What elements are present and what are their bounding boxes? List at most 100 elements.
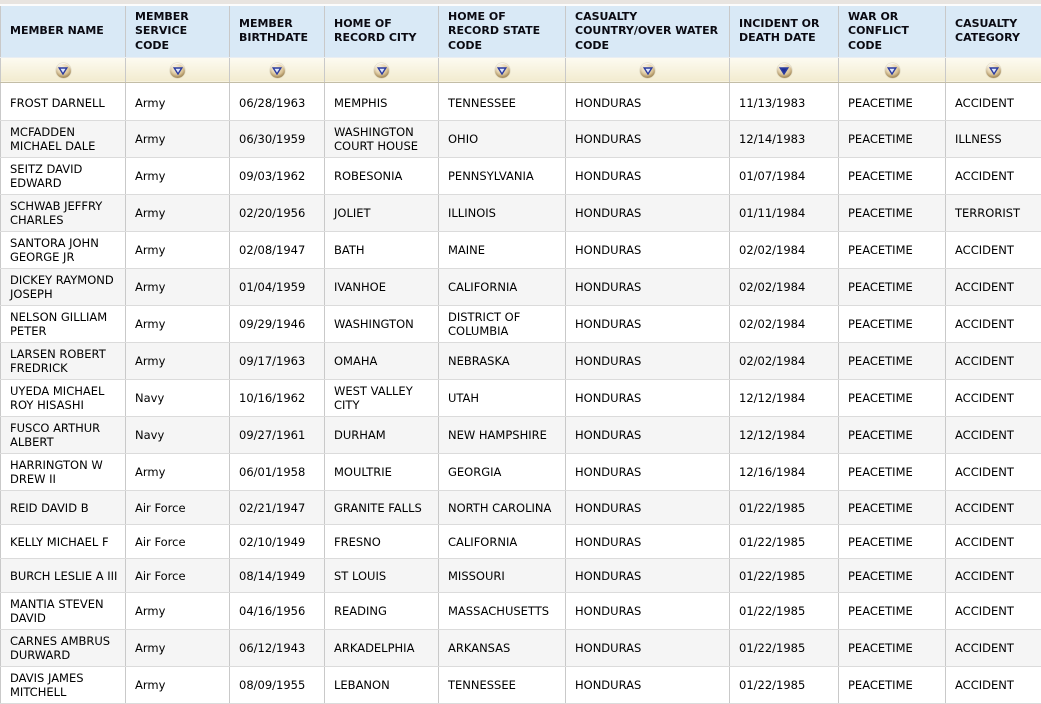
table-cell-home-of-record-city: MOULTRIE bbox=[325, 454, 439, 491]
table-cell-home-of-record-state-code: OHIO bbox=[439, 120, 566, 157]
table-cell-incident-or-death-date: 01/22/1985 bbox=[730, 525, 839, 559]
table-cell-casualty-country-over-water-code: HONDURAS bbox=[566, 630, 730, 667]
filter-cell bbox=[126, 57, 230, 82]
table-cell-home-of-record-state-code: NEW HAMPSHIRE bbox=[439, 417, 566, 454]
table-cell-member-name: BURCH LESLIE A III bbox=[1, 559, 126, 593]
table-cell-war-or-conflict-code: PEACETIME bbox=[839, 454, 946, 491]
filter-funnel-icon[interactable] bbox=[56, 63, 71, 78]
table-cell-member-service-code: Navy bbox=[126, 417, 230, 454]
filter-funnel-icon[interactable] bbox=[885, 63, 900, 78]
table-cell-home-of-record-city: ROBESONIA bbox=[325, 157, 439, 194]
table-cell-incident-or-death-date: 12/12/1984 bbox=[730, 380, 839, 417]
table-cell-casualty-category: ACCIDENT bbox=[946, 667, 1041, 704]
table-cell-casualty-category: ACCIDENT bbox=[946, 157, 1041, 194]
table-cell-incident-or-death-date: 01/22/1985 bbox=[730, 630, 839, 667]
column-header-label: MEMBER SERVICE CODE bbox=[135, 10, 189, 52]
table-cell-home-of-record-city: MEMPHIS bbox=[325, 86, 439, 120]
table-cell-member-birthdate: 01/04/1959 bbox=[230, 269, 325, 306]
filter-cell bbox=[730, 57, 839, 82]
table-cell-home-of-record-city: ARKADELPHIA bbox=[325, 630, 439, 667]
column-header-casualty-category[interactable]: CASUALTY CATEGORY bbox=[946, 6, 1041, 57]
table-cell-casualty-country-over-water-code: HONDURAS bbox=[566, 593, 730, 630]
table-cell-incident-or-death-date: 01/22/1985 bbox=[730, 491, 839, 525]
table-cell-home-of-record-city: DURHAM bbox=[325, 417, 439, 454]
table-cell-home-of-record-state-code: PENNSYLVANIA bbox=[439, 157, 566, 194]
table-cell-war-or-conflict-code: PEACETIME bbox=[839, 157, 946, 194]
table-cell-casualty-country-over-water-code: HONDURAS bbox=[566, 86, 730, 120]
table-cell-member-name: NELSON GILLIAM PETER bbox=[1, 306, 126, 343]
table-cell-member-service-code: Air Force bbox=[126, 559, 230, 593]
table-cell-casualty-country-over-water-code: HONDURAS bbox=[566, 559, 730, 593]
table-cell-home-of-record-city: ST LOUIS bbox=[325, 559, 439, 593]
table-cell-member-birthdate: 09/17/1963 bbox=[230, 343, 325, 380]
table-cell-incident-or-death-date: 01/07/1984 bbox=[730, 157, 839, 194]
table-cell-home-of-record-state-code: ILLINOIS bbox=[439, 194, 566, 231]
table-cell-casualty-country-over-water-code: HONDURAS bbox=[566, 157, 730, 194]
table-cell-casualty-category: ACCIDENT bbox=[946, 231, 1041, 268]
table-cell-member-name: REID DAVID B bbox=[1, 491, 126, 525]
table-cell-casualty-country-over-water-code: HONDURAS bbox=[566, 269, 730, 306]
column-header-casualty-country-over-water-code[interactable]: CASUALTY COUNTRY/OVER WATER CODE bbox=[566, 6, 730, 57]
column-header-home-of-record-state-code[interactable]: HOME OF RECORD STATE CODE bbox=[439, 6, 566, 57]
table-cell-member-name: SCHWAB JEFFRY CHARLES bbox=[1, 194, 126, 231]
table-cell-casualty-country-over-water-code: HONDURAS bbox=[566, 194, 730, 231]
table-cell-war-or-conflict-code: PEACETIME bbox=[839, 630, 946, 667]
table-cell-war-or-conflict-code: PEACETIME bbox=[839, 120, 946, 157]
table-cell-war-or-conflict-code: PEACETIME bbox=[839, 306, 946, 343]
table-cell-home-of-record-state-code: TENNESSEE bbox=[439, 667, 566, 704]
table-cell-casualty-country-over-water-code: HONDURAS bbox=[566, 231, 730, 268]
table-cell-member-service-code: Army bbox=[126, 157, 230, 194]
column-header-label: CASUALTY COUNTRY/OVER WATER CODE bbox=[575, 10, 718, 52]
table-cell-casualty-category: ACCIDENT bbox=[946, 269, 1041, 306]
table-cell-member-name: SANTORA JOHN GEORGE JR bbox=[1, 231, 126, 268]
table-cell-incident-or-death-date: 02/02/1984 bbox=[730, 269, 839, 306]
filter-funnel-icon-active[interactable] bbox=[777, 63, 792, 78]
filter-funnel-icon[interactable] bbox=[986, 63, 1001, 78]
table-cell-member-birthdate: 06/30/1959 bbox=[230, 120, 325, 157]
column-header-home-of-record-city[interactable]: HOME OF RECORD CITY bbox=[325, 6, 439, 57]
table-cell-casualty-country-over-water-code: HONDURAS bbox=[566, 120, 730, 157]
column-header-member-service-code[interactable]: MEMBER SERVICE CODE bbox=[126, 6, 230, 57]
table-cell-home-of-record-state-code: NEBRASKA bbox=[439, 343, 566, 380]
table-cell-member-birthdate: 02/20/1956 bbox=[230, 194, 325, 231]
table-cell-member-birthdate: 08/14/1949 bbox=[230, 559, 325, 593]
table-cell-casualty-country-over-water-code: HONDURAS bbox=[566, 417, 730, 454]
table-cell-home-of-record-city: WASHINGTON COURT HOUSE bbox=[325, 120, 439, 157]
filter-funnel-icon[interactable] bbox=[270, 63, 285, 78]
table-cell-incident-or-death-date: 01/22/1985 bbox=[730, 667, 839, 704]
column-header-member-birthdate[interactable]: MEMBER BIRTHDATE bbox=[230, 6, 325, 57]
table-cell-member-birthdate: 06/01/1958 bbox=[230, 454, 325, 491]
table-cell-member-name: LARSEN ROBERT FREDRICK bbox=[1, 343, 126, 380]
table-cell-member-service-code: Army bbox=[126, 454, 230, 491]
table-cell-casualty-category: ACCIDENT bbox=[946, 417, 1041, 454]
column-header-member-name[interactable]: MEMBER NAME bbox=[1, 6, 126, 57]
table-cell-casualty-category: TERRORIST bbox=[946, 194, 1041, 231]
filter-funnel-icon[interactable] bbox=[495, 63, 510, 78]
column-header-war-or-conflict-code[interactable]: WAR OR CONFLICT CODE bbox=[839, 6, 946, 57]
table-cell-home-of-record-state-code: MISSOURI bbox=[439, 559, 566, 593]
filter-funnel-icon[interactable] bbox=[640, 63, 655, 78]
table-cell-home-of-record-city: BATH bbox=[325, 231, 439, 268]
filter-funnel-icon[interactable] bbox=[374, 63, 389, 78]
table-cell-incident-or-death-date: 01/22/1985 bbox=[730, 559, 839, 593]
filter-funnel-icon[interactable] bbox=[170, 63, 185, 78]
table-cell-member-service-code: Army bbox=[126, 269, 230, 306]
column-header-incident-or-death-date[interactable]: INCIDENT OR DEATH DATE bbox=[730, 6, 839, 57]
table-cell-member-birthdate: 04/16/1956 bbox=[230, 593, 325, 630]
table-cell-war-or-conflict-code: PEACETIME bbox=[839, 559, 946, 593]
table-cell-home-of-record-city: READING bbox=[325, 593, 439, 630]
column-header-label: CASUALTY CATEGORY bbox=[955, 17, 1020, 44]
table-cell-incident-or-death-date: 12/14/1983 bbox=[730, 120, 839, 157]
